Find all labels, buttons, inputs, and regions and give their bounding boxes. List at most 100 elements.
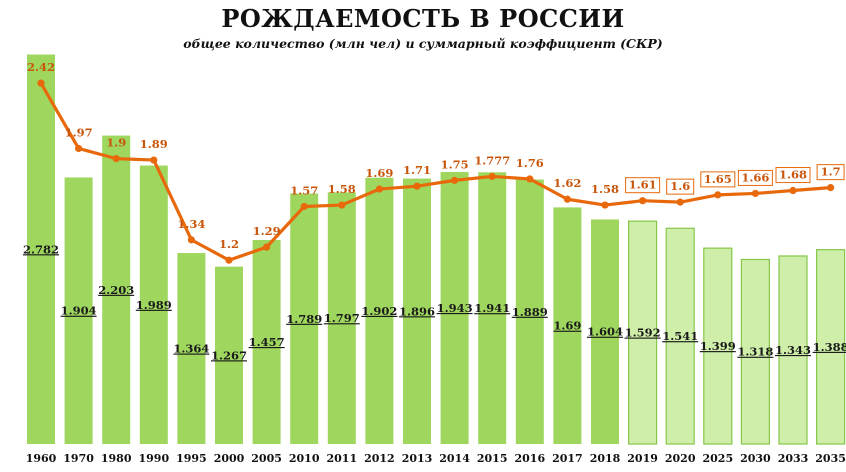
rate-value-label-2005: 1.29 bbox=[253, 224, 281, 238]
bar-value-label-2010: 1.789 bbox=[286, 312, 322, 326]
x-tick-label-2030: 2030 bbox=[740, 452, 771, 465]
rate-value-label-2012: 1.69 bbox=[365, 166, 393, 180]
bar-value-label-2016: 1.889 bbox=[512, 305, 548, 319]
x-tick-label-2010: 2010 bbox=[289, 452, 320, 465]
rate-point-2035 bbox=[827, 184, 835, 192]
bar-value-label-1970: 1.904 bbox=[61, 304, 97, 318]
rate-value-label-2018: 1.58 bbox=[591, 182, 619, 196]
rate-line bbox=[39, 82, 831, 262]
x-tick-label-2012: 2012 bbox=[364, 452, 395, 465]
bar-value-label-2005: 1.457 bbox=[249, 335, 285, 349]
rate-value-label-2013: 1.71 bbox=[403, 163, 431, 177]
rate-value-label-2030: 1.66 bbox=[741, 170, 769, 184]
rate-point-2025 bbox=[714, 191, 722, 199]
rate-point-2015 bbox=[488, 172, 496, 181]
bar-2015 bbox=[478, 172, 507, 444]
bar-value-label-2000: 1.267 bbox=[211, 348, 247, 362]
rate-label-box-2030 bbox=[737, 169, 773, 186]
x-tick-label-2035: 2035 bbox=[815, 452, 846, 465]
rate-label-box-2019 bbox=[625, 177, 661, 194]
bar-2013 bbox=[403, 178, 431, 444]
rate-value-label-2015: 1.777 bbox=[474, 153, 510, 167]
rate-point-2013 bbox=[413, 182, 421, 190]
bar-value-label-2035: 1.388 bbox=[813, 340, 846, 354]
x-tick-label-1970: 1970 bbox=[63, 452, 94, 465]
bar-value-label-2019: 1.592 bbox=[625, 326, 661, 340]
x-tick-label-2025: 2025 bbox=[702, 452, 733, 465]
bar-value-label-2015: 1.941 bbox=[474, 301, 510, 315]
x-tick-label-2033: 2033 bbox=[778, 452, 809, 465]
bar-2018 bbox=[591, 219, 619, 444]
x-tick-label-2011: 2011 bbox=[326, 452, 357, 465]
rate-point-2000 bbox=[225, 256, 233, 264]
bar-value-label-2013: 1.896 bbox=[399, 304, 435, 318]
rate-label-box-2020 bbox=[666, 178, 695, 195]
x-tick-label-2018: 2018 bbox=[590, 452, 621, 465]
x-tick-label-2019: 2019 bbox=[627, 452, 658, 465]
rate-label-box-2033 bbox=[775, 167, 811, 184]
rate-point-2018 bbox=[601, 201, 609, 209]
rate-value-label-2014: 1.75 bbox=[441, 157, 469, 171]
bar-value-label-2014: 1.943 bbox=[437, 301, 473, 315]
bar-2014 bbox=[440, 171, 469, 445]
rate-value-label-1990: 1.89 bbox=[140, 137, 168, 151]
bar-value-label-2025: 1.399 bbox=[700, 339, 736, 353]
rate-value-label-1980: 1.9 bbox=[106, 136, 126, 150]
bar-1995 bbox=[177, 253, 206, 444]
rate-value-label-2010: 1.57 bbox=[290, 183, 318, 197]
rate-point-2019 bbox=[639, 197, 647, 205]
bar-value-label-1980: 2.203 bbox=[98, 283, 134, 297]
x-tick-label-2016: 2016 bbox=[514, 452, 545, 465]
rate-label-box-2035 bbox=[816, 164, 845, 181]
bar-2005 bbox=[252, 240, 281, 444]
bar-value-label-1960: 2.782 bbox=[23, 242, 59, 256]
rate-point-2017 bbox=[563, 195, 572, 203]
rate-point-2014 bbox=[451, 176, 459, 184]
x-tick-label-1960: 1960 bbox=[26, 452, 57, 465]
rate-value-label-2020: 1.6 bbox=[670, 179, 690, 193]
bar-2016 bbox=[515, 179, 544, 445]
bar-2000 bbox=[215, 266, 243, 444]
x-tick-label-2020: 2020 bbox=[665, 452, 696, 465]
bar-2019 bbox=[627, 220, 658, 445]
bar-value-label-2017: 1.69 bbox=[553, 319, 581, 333]
x-tick-label-1990: 1990 bbox=[138, 452, 169, 465]
rate-point-2005 bbox=[263, 243, 271, 251]
bar-value-label-2033: 1.343 bbox=[775, 343, 811, 357]
rate-point-2016 bbox=[526, 175, 534, 183]
x-tick-label-2005: 2005 bbox=[251, 452, 282, 465]
bar-value-label-1995: 1.364 bbox=[173, 342, 209, 356]
bar-1980 bbox=[102, 135, 131, 444]
x-tick-label-1980: 1980 bbox=[101, 452, 132, 465]
bar-2035 bbox=[815, 249, 846, 445]
rate-point-1995 bbox=[187, 236, 195, 244]
bar-value-label-2012: 1.902 bbox=[361, 304, 397, 318]
rate-point-1970 bbox=[75, 144, 83, 153]
x-tick-label-2013: 2013 bbox=[402, 452, 433, 465]
rate-value-label-2016: 1.76 bbox=[516, 156, 544, 170]
bar-value-label-2020: 1.541 bbox=[662, 329, 698, 343]
rate-value-label-2011: 1.58 bbox=[328, 182, 356, 196]
bar-1970 bbox=[64, 177, 93, 444]
bar-1960 bbox=[27, 54, 55, 445]
bar-2020 bbox=[665, 227, 695, 445]
rate-value-label-2033: 1.68 bbox=[779, 168, 807, 182]
bar-value-label-2011: 1.797 bbox=[324, 311, 360, 325]
rate-point-2030 bbox=[751, 189, 760, 198]
rate-point-1960 bbox=[37, 79, 45, 87]
chart-title: РОЖДАЕМОСТЬ В РОССИИ bbox=[221, 4, 625, 33]
rate-label-box-2025 bbox=[700, 171, 736, 188]
rate-value-label-2035: 1.7 bbox=[821, 165, 841, 179]
rate-point-1980 bbox=[112, 155, 120, 163]
chart-subtitle: общее количество (млн чел) и суммарный к… bbox=[183, 36, 663, 51]
bar-2030 bbox=[740, 258, 771, 445]
rate-point-2012 bbox=[375, 185, 383, 193]
bar-2025 bbox=[703, 247, 733, 445]
rate-value-label-2017: 1.62 bbox=[553, 176, 581, 190]
bar-1990 bbox=[139, 165, 168, 445]
bar-2017 bbox=[553, 207, 582, 444]
x-tick-label-2014: 2014 bbox=[439, 452, 470, 465]
rate-point-1990 bbox=[150, 156, 158, 164]
x-tick-label-1995: 1995 bbox=[176, 452, 207, 465]
